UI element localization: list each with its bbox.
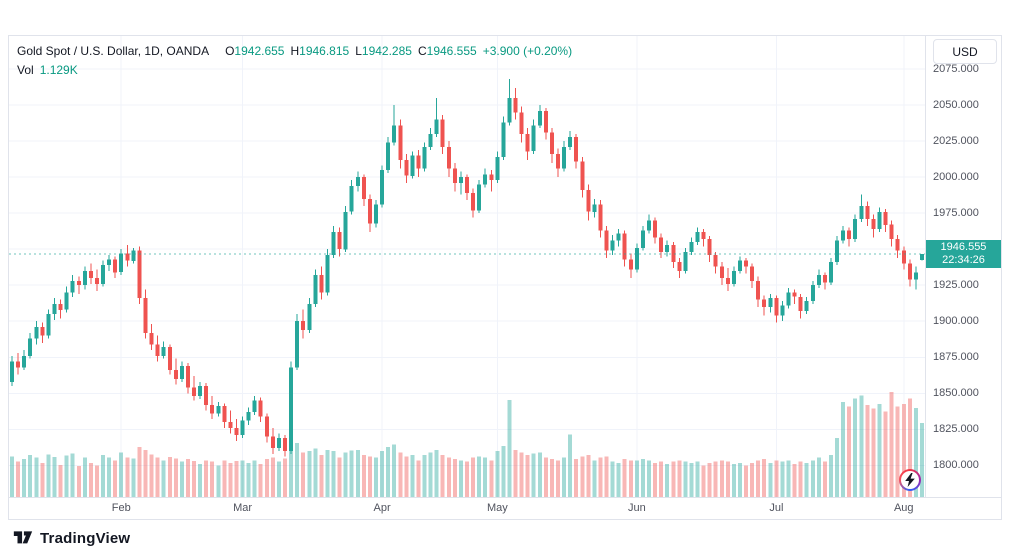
price-tick-label: 2050.000 <box>933 99 979 112</box>
close-value: 1946.555 <box>426 44 477 58</box>
low-value: 1942.285 <box>361 44 412 58</box>
price-tick-label: 2000.000 <box>933 171 979 184</box>
time-axis-label: Feb <box>111 502 131 514</box>
time-axis-label: Mar <box>233 502 253 514</box>
candlestick-chart[interactable] <box>9 36 925 497</box>
last-price-badge: 1946.555 22:34:26 <box>926 240 1001 269</box>
last-price-value: 1946.555 <box>940 241 987 254</box>
currency-usd-button[interactable]: USD <box>933 39 997 64</box>
time-axis-label: Apr <box>373 502 391 514</box>
time-axis-label: Aug <box>893 502 914 514</box>
price-tick-label: 1925.000 <box>933 279 979 292</box>
volume-label: Vol <box>17 63 34 77</box>
price-tick-label: 1900.000 <box>933 315 979 328</box>
price-tick-label: 2025.000 <box>933 135 979 148</box>
symbol-legend: Gold Spot / U.S. Dollar, 1D, OANDA O1942.… <box>17 43 572 79</box>
price-tick-label: 1975.000 <box>933 207 979 220</box>
low-label: L <box>355 44 362 58</box>
time-axis[interactable]: Feb Mar Apr May Jun Jul Aug <box>9 497 1001 519</box>
time-axis-label: May <box>486 502 508 514</box>
time-axis-label: Jul <box>769 502 784 514</box>
open-value: 1942.655 <box>234 44 285 58</box>
price-tick-label: 1850.000 <box>933 387 979 400</box>
volume-legend-row: Vol 1.129K <box>17 62 572 79</box>
price-tick-label: 2075.000 <box>933 63 979 76</box>
price-tick-label: 1825.000 <box>933 423 979 436</box>
chart-panel: 2075.000 2050.000 2025.000 2000.000 1975.000… <box>8 35 1002 520</box>
price-tick-label: 1875.000 <box>933 351 979 364</box>
bar-countdown: 22:34:26 <box>942 254 985 267</box>
volume-value: 1.129K <box>39 63 78 77</box>
change-value: +3.900 (+0.20%) <box>482 44 573 58</box>
tradingview-logo[interactable]: TradingView <box>12 525 130 552</box>
plot-area <box>9 36 925 497</box>
tradingview-logo-icon <box>12 525 34 552</box>
high-value: 1946.815 <box>299 44 350 58</box>
close-label: C <box>417 44 427 58</box>
price-tick-label: 1800.000 <box>933 459 979 472</box>
high-label: H <box>290 44 300 58</box>
symbol-title[interactable]: Gold Spot / U.S. Dollar, 1D, OANDA <box>17 44 210 58</box>
flash-boost-icon[interactable] <box>899 469 921 491</box>
legend-main-row: Gold Spot / U.S. Dollar, 1D, OANDA O1942.… <box>17 43 572 60</box>
tradingview-logo-text: TradingView <box>40 530 131 547</box>
time-axis-label: Jun <box>627 502 646 514</box>
lightning-icon <box>901 471 919 489</box>
open-label: O <box>225 44 235 58</box>
